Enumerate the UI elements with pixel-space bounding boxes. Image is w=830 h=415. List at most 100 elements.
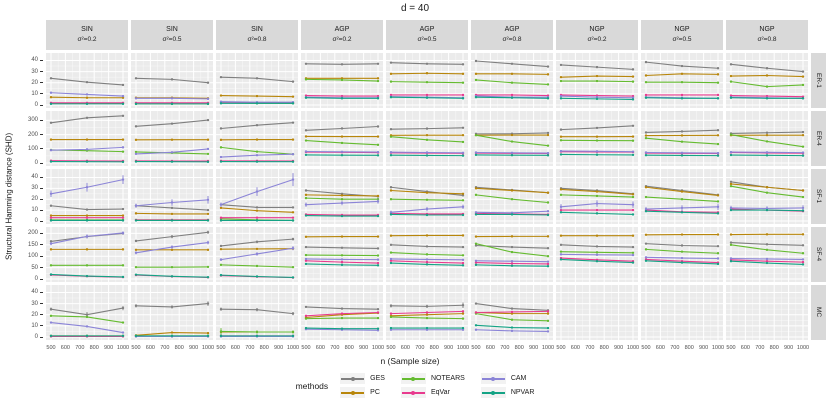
x-tick-label: 900: [529, 345, 539, 351]
x-tick-label: 1000: [116, 345, 130, 351]
x-tick-label: 900: [189, 345, 199, 351]
y-axis-title: Structural Hamming distance (SHD): [4, 132, 14, 261]
y-tick-mark: [40, 244, 43, 246]
y-tick-label: 0: [34, 102, 38, 108]
x-tick-label: 900: [104, 345, 114, 351]
x-tick-label: 500: [386, 345, 396, 351]
facet-sigma-label: σ²=0.2: [332, 36, 352, 44]
facet-panel: [556, 285, 638, 340]
facet-panel: [726, 285, 808, 340]
x-tick-label: 800: [514, 345, 524, 351]
y-tick-mark: [40, 291, 43, 293]
x-tick-label: 600: [400, 345, 410, 351]
x-tick-label: 700: [75, 345, 85, 351]
x-tick-label: 600: [485, 345, 495, 351]
x-tick-label: 800: [344, 345, 354, 351]
legend-item-npvar: NPVAR: [480, 386, 534, 399]
y-tick-mark: [40, 255, 43, 257]
x-tick-label: 800: [174, 345, 184, 351]
facet-panel: [386, 227, 468, 282]
x-axis-title: n (Sample size): [380, 356, 440, 366]
facet-column-strip: AGP σ²=0.5: [386, 20, 468, 50]
y-tick-mark: [40, 134, 43, 136]
x-tick-label: 700: [755, 345, 765, 351]
facet-column-strip: SIN σ²=0.5: [131, 20, 213, 50]
x-tick-label: 600: [145, 345, 155, 351]
x-tick-label: 500: [556, 345, 566, 351]
x-tick-label: 500: [216, 345, 226, 351]
x-tick-label: 1000: [711, 345, 725, 351]
y-tick-mark: [40, 176, 43, 178]
x-tick-label: 600: [570, 345, 580, 351]
x-axis-ticks: 500 600 700 800 900 1000: [641, 343, 725, 354]
facet-panel: [131, 227, 213, 282]
legend-key-dot: [350, 390, 355, 395]
legend-items: GES PC NOTEARS EqVar CAM NPVAR: [340, 372, 534, 399]
x-tick-label: 1000: [626, 345, 640, 351]
legend-key-dot: [411, 376, 416, 381]
facet-panel: [216, 285, 298, 340]
facet-panel: [556, 111, 638, 166]
facet-panel: [46, 111, 128, 166]
y-tick-mark: [40, 303, 43, 305]
facet-panel: [386, 53, 468, 108]
x-tick-label: 1000: [456, 345, 470, 351]
facet-panel: [386, 169, 468, 224]
x-tick-label: 700: [160, 345, 170, 351]
y-tick-label: 40: [31, 289, 38, 296]
x-tick-label: 500: [46, 345, 56, 351]
facet-sigma-label: σ²=0.8: [757, 36, 777, 44]
facet-panel: [386, 111, 468, 166]
facet-sigma-label: σ²=0.8: [247, 36, 267, 44]
x-axis-ticks: 500 600 700 800 900 1000: [301, 343, 385, 354]
x-tick-label: 600: [740, 345, 750, 351]
facet-panel: [301, 227, 383, 282]
x-axis-ticks: 500 600 700 800 900 1000: [46, 343, 130, 354]
x-tick-label: 900: [359, 345, 369, 351]
facet-panel: [556, 227, 638, 282]
facet-panel: [641, 227, 723, 282]
facet-row-strip: ER-1: [811, 53, 826, 108]
y-tick-mark: [40, 198, 43, 200]
x-tick-label: 700: [245, 345, 255, 351]
facet-column-strip: NGP σ²=0.5: [641, 20, 723, 50]
y-tick-label: 0: [34, 276, 38, 282]
facet-panel: [301, 111, 383, 166]
y-tick-label: 300: [27, 117, 38, 124]
y-axis-ticks: 0 100 200 300: [17, 111, 43, 166]
y-axis-ticks: 0 50 100 150 200: [17, 227, 43, 282]
x-tick-label: 1000: [286, 345, 300, 351]
y-tick-mark: [40, 267, 43, 269]
y-tick-label: 0: [34, 334, 38, 340]
x-axis-ticks: 500 600 700 800 900 1000: [726, 343, 809, 354]
facet-panel: [216, 53, 298, 108]
y-tick-mark: [40, 325, 43, 327]
x-tick-label: 800: [684, 345, 694, 351]
y-tick-label: 200: [27, 131, 38, 138]
y-axis-ticks: 0 10 20 30 40: [17, 53, 43, 108]
legend-key-dot: [491, 376, 496, 381]
facet-panel: [46, 285, 128, 340]
x-tick-label: 800: [89, 345, 99, 351]
x-tick-label: 1000: [541, 345, 555, 351]
y-tick-mark: [40, 148, 43, 150]
legend-key-icon: [340, 387, 366, 398]
facet-sigma-label: σ²=0.5: [672, 36, 692, 44]
facet-group-label: SIN: [81, 25, 93, 33]
legend-label: NOTEARS: [430, 375, 465, 382]
facet-row-strip: ER-4: [811, 111, 826, 166]
facet-column-strip: AGP σ²=0.8: [471, 20, 553, 50]
facet-panel: [641, 169, 723, 224]
y-tick-label: 0: [34, 160, 38, 166]
legend-key-icon: [480, 373, 506, 384]
facet-sigma-label: σ²=0.8: [502, 36, 522, 44]
y-tick-mark: [40, 104, 43, 106]
y-tick-label: 40: [31, 57, 38, 64]
y-tick-mark: [40, 278, 43, 280]
facet-column-strip: SIN σ²=0.2: [46, 20, 128, 50]
facet-panel: [301, 285, 383, 340]
x-tick-label: 1000: [371, 345, 385, 351]
facet-panel: [471, 53, 553, 108]
facet-panel: [46, 227, 128, 282]
